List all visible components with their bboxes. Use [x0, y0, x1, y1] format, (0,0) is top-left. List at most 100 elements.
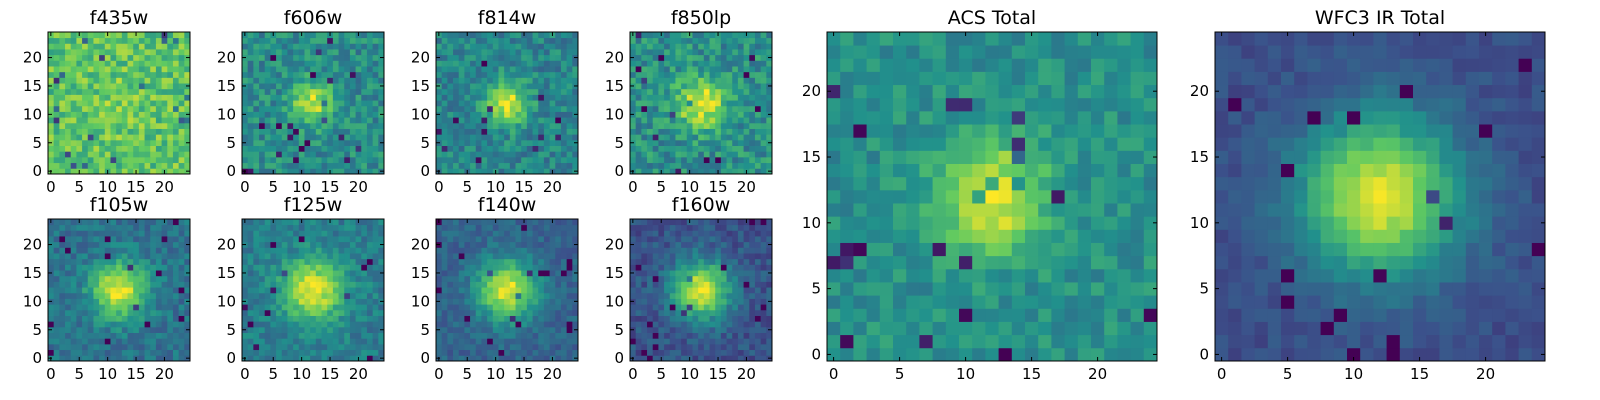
heatmap-cell	[76, 111, 83, 118]
heatmap-cell	[93, 264, 100, 271]
heatmap-cell	[703, 326, 710, 333]
heatmap-cell	[65, 241, 72, 248]
heatmap-cell	[481, 236, 488, 243]
heatmap-cell	[172, 264, 180, 271]
heatmap-cell	[93, 292, 100, 299]
heatmap-cell	[378, 315, 385, 322]
heatmap-cell	[549, 88, 556, 95]
heatmap-cell	[566, 332, 573, 339]
heatmap-cell	[652, 281, 659, 288]
heatmap-cell	[315, 54, 322, 61]
heatmap-cell	[737, 281, 744, 288]
heatmap-cell	[321, 253, 328, 260]
y-tick-label: 10	[217, 105, 236, 123]
heatmap-cell	[184, 156, 191, 164]
heatmap-cell	[641, 37, 648, 44]
heatmap-cell	[372, 94, 379, 101]
heatmap-cell	[630, 292, 637, 299]
heatmap-cell	[698, 355, 705, 362]
heatmap-cell	[264, 253, 271, 260]
heatmap-cell	[82, 111, 89, 118]
heatmap-cell	[104, 343, 111, 351]
heatmap-cell	[526, 281, 533, 288]
heatmap-cell	[487, 105, 494, 112]
heatmap-cell	[53, 241, 60, 248]
heatmap-cell	[515, 83, 522, 90]
heatmap-cell	[526, 100, 533, 107]
heatmap-cell	[732, 54, 739, 61]
heatmap-cell	[664, 332, 671, 339]
heatmap-cell	[566, 54, 573, 61]
heatmap-cell	[53, 43, 60, 50]
heatmap-cell	[133, 247, 140, 254]
heatmap-cell	[526, 241, 533, 248]
heatmap-cell	[664, 275, 671, 282]
heatmap-cell	[138, 139, 145, 146]
heatmap-cell	[675, 54, 682, 61]
heatmap-cell	[686, 117, 693, 124]
heatmap-cell	[321, 37, 328, 44]
heatmap-cell	[732, 37, 739, 44]
heatmap-cell	[144, 77, 151, 84]
heatmap-cell	[458, 43, 465, 50]
heatmap-cell	[658, 321, 665, 328]
heatmap-cell	[481, 83, 488, 90]
heatmap-cell	[344, 60, 351, 67]
heatmap-cell	[543, 66, 550, 73]
heatmap-cell	[178, 156, 185, 164]
heatmap-cell	[526, 321, 533, 328]
heatmap-cell	[327, 287, 334, 294]
heatmap-cell	[532, 338, 539, 345]
heatmap-cell	[504, 349, 511, 356]
heatmap-cell	[675, 60, 682, 67]
heatmap-cell	[572, 71, 579, 78]
heatmap-cell	[652, 332, 659, 339]
heatmap-cell	[681, 139, 688, 146]
heatmap-cell	[184, 60, 191, 67]
heatmap-cell	[560, 88, 568, 95]
heatmap-cell	[133, 292, 140, 299]
heatmap-cell	[475, 247, 482, 254]
heatmap-cell	[378, 66, 385, 73]
heatmap-cell	[521, 134, 528, 141]
heatmap-cell	[59, 66, 66, 73]
heatmap-cell	[658, 309, 665, 316]
heatmap-cell	[709, 162, 716, 169]
heatmap-cell	[754, 168, 762, 175]
heatmap-cell	[247, 321, 254, 328]
heatmap-cell	[110, 162, 117, 169]
heatmap-cell	[481, 355, 488, 362]
heatmap-cell	[53, 264, 60, 271]
heatmap-cell	[549, 224, 556, 231]
heatmap-cell	[732, 94, 739, 101]
heatmap-cell	[349, 122, 356, 129]
heatmap-cell	[184, 117, 191, 124]
heatmap-cell	[453, 37, 460, 44]
heatmap-cell	[127, 100, 134, 107]
heatmap-cell	[104, 94, 111, 101]
heatmap-cell	[87, 117, 94, 124]
heatmap-cell	[150, 162, 157, 169]
heatmap-cell	[127, 117, 134, 124]
heatmap-cell	[298, 151, 305, 158]
heatmap-cell	[760, 122, 767, 129]
heatmap-cell	[366, 71, 374, 78]
heatmap-cell	[698, 321, 705, 328]
heatmap-cell	[76, 304, 83, 311]
heatmap-cell	[327, 66, 334, 73]
heatmap-cell	[184, 349, 191, 356]
heatmap-cell	[754, 37, 762, 44]
heatmap-cell	[464, 236, 471, 243]
heatmap-cell	[464, 105, 471, 112]
heatmap-cell	[99, 134, 106, 141]
heatmap-cell	[732, 292, 739, 299]
heatmap-cell	[59, 43, 66, 50]
heatmap-cell	[155, 168, 162, 175]
heatmap-cell	[509, 111, 516, 118]
heatmap-cell	[737, 287, 744, 294]
heatmap-cell	[749, 162, 756, 169]
heatmap-cell	[766, 122, 773, 129]
heatmap-cell	[692, 32, 699, 39]
heatmap-cell	[310, 247, 317, 254]
heatmap-cell	[458, 281, 465, 288]
